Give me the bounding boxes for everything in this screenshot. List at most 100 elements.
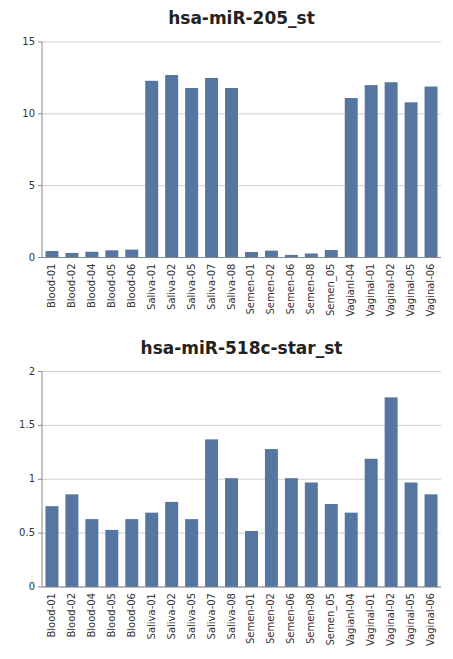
grid-line [42, 371, 441, 372]
x-tick-label: Saliva-05 [186, 593, 197, 639]
bar [405, 102, 418, 257]
bar [325, 250, 338, 257]
bar [305, 253, 318, 257]
x-tick-label: Vaginal-01 [365, 593, 376, 646]
bar [65, 253, 78, 258]
x-tick-label: Vaginal-02 [385, 593, 396, 646]
bar [165, 75, 178, 257]
y-axis-line [42, 42, 43, 258]
x-tick-label: Saliva-08 [226, 264, 237, 310]
bar [365, 459, 378, 587]
bar [205, 78, 218, 258]
x-tick-label: Saliva-07 [206, 264, 217, 310]
grid-line [42, 587, 441, 588]
bar [425, 494, 438, 587]
y-tick-label: 10 [22, 108, 35, 119]
chart-root: hsa-miR-205_st 0 5 10 15 Blood-01 Blood-02 Bloo… [0, 0, 453, 659]
y-tick [38, 425, 42, 426]
y-tick-label: 2 [29, 366, 35, 377]
x-tick-label: Semen_05 [325, 264, 337, 316]
bar [245, 531, 258, 587]
bar [265, 251, 278, 258]
x-tick-label: VagianI-04 [345, 264, 356, 317]
grid-line [42, 257, 441, 258]
chart-title: hsa-miR-518c-star_st [141, 338, 343, 358]
bar [425, 87, 438, 258]
chart-title: hsa-miR-205_st [168, 8, 315, 28]
grid-line [42, 479, 441, 480]
bar [105, 530, 118, 587]
x-tick-label: Saliva-01 [146, 593, 157, 639]
y-tick-label: 1.5 [19, 419, 35, 430]
x-tick-label: Blood-01 [46, 593, 57, 638]
panel: hsa-miR-205_st051015Blood-01Blood-02Bloo… [22, 8, 441, 317]
bar [65, 494, 78, 587]
bar [105, 250, 118, 257]
bar [185, 88, 198, 258]
x-tick-label: Blood-06 [126, 264, 137, 309]
bar [165, 502, 178, 587]
y-tick [38, 113, 42, 114]
bar [405, 482, 418, 587]
x-tick-label: Vaginal-05 [405, 264, 416, 317]
x-tick-label: Blood-05 [106, 264, 117, 309]
x-tick-label: Blood-06 [126, 593, 137, 638]
x-tick-label: Blood-04 [86, 264, 97, 309]
bar [365, 85, 378, 257]
y-tick-label: 1 [29, 473, 35, 484]
x-tick-label: Saliva-02 [166, 264, 177, 310]
bar [285, 478, 298, 587]
y-tick [38, 257, 42, 258]
x-tick-label: Vaginal-05 [405, 593, 416, 646]
y-tick-label: 0 [29, 252, 35, 263]
x-tick-label: Semen-02 [265, 264, 276, 315]
bar [385, 82, 398, 257]
bar [145, 513, 158, 587]
bar [125, 519, 138, 587]
y-tick-label: 5 [29, 180, 35, 191]
bar [45, 251, 58, 257]
x-tick-label: Saliva-01 [146, 264, 157, 310]
grid-line [42, 533, 441, 534]
x-tick-label: Semen-06 [285, 264, 296, 315]
bar [325, 504, 338, 587]
x-axis-line [42, 257, 441, 258]
x-tick-label: VagianI-04 [345, 593, 356, 646]
x-tick-label: Semen-08 [305, 593, 316, 644]
bar [385, 397, 398, 587]
bar [345, 98, 358, 257]
y-tick [38, 533, 42, 534]
bar [185, 519, 198, 587]
bar [305, 482, 318, 587]
grid-line [42, 113, 441, 114]
y-tick-label: 15 [22, 36, 35, 47]
bar [265, 449, 278, 587]
y-tick [38, 185, 42, 186]
bar [145, 81, 158, 258]
x-tick-label: Saliva-08 [226, 593, 237, 639]
y-tick [38, 479, 42, 480]
x-tick-label: Semen-06 [285, 593, 296, 644]
x-tick-label: Semen-02 [265, 593, 276, 644]
bar [85, 519, 98, 587]
x-tick-label: Saliva-02 [166, 593, 177, 639]
bar [245, 252, 258, 257]
bar [225, 478, 238, 587]
x-tick-label: Semen-01 [245, 593, 256, 644]
x-tick-label: Blood-02 [66, 593, 77, 638]
x-tick-label: Vaginal-06 [425, 264, 436, 317]
x-tick-label: Vaginal-01 [365, 264, 376, 317]
x-tick-label: Blood-05 [106, 593, 117, 638]
grid-line [42, 185, 441, 186]
bars [45, 75, 437, 257]
grid-line [42, 425, 441, 426]
grid-line [42, 42, 441, 43]
x-tick-label: Semen-08 [305, 264, 316, 315]
x-tick-label: Blood-02 [66, 264, 77, 309]
panel: hsa-miR-518c-star_st00.511.52Blood-01Blo… [19, 338, 441, 647]
x-tick-label: Vaginal-06 [425, 593, 436, 646]
bars [45, 397, 437, 587]
x-tick-label: Semen_05 [325, 593, 337, 645]
bar [345, 513, 358, 587]
x-tick-label: Saliva-05 [186, 264, 197, 310]
